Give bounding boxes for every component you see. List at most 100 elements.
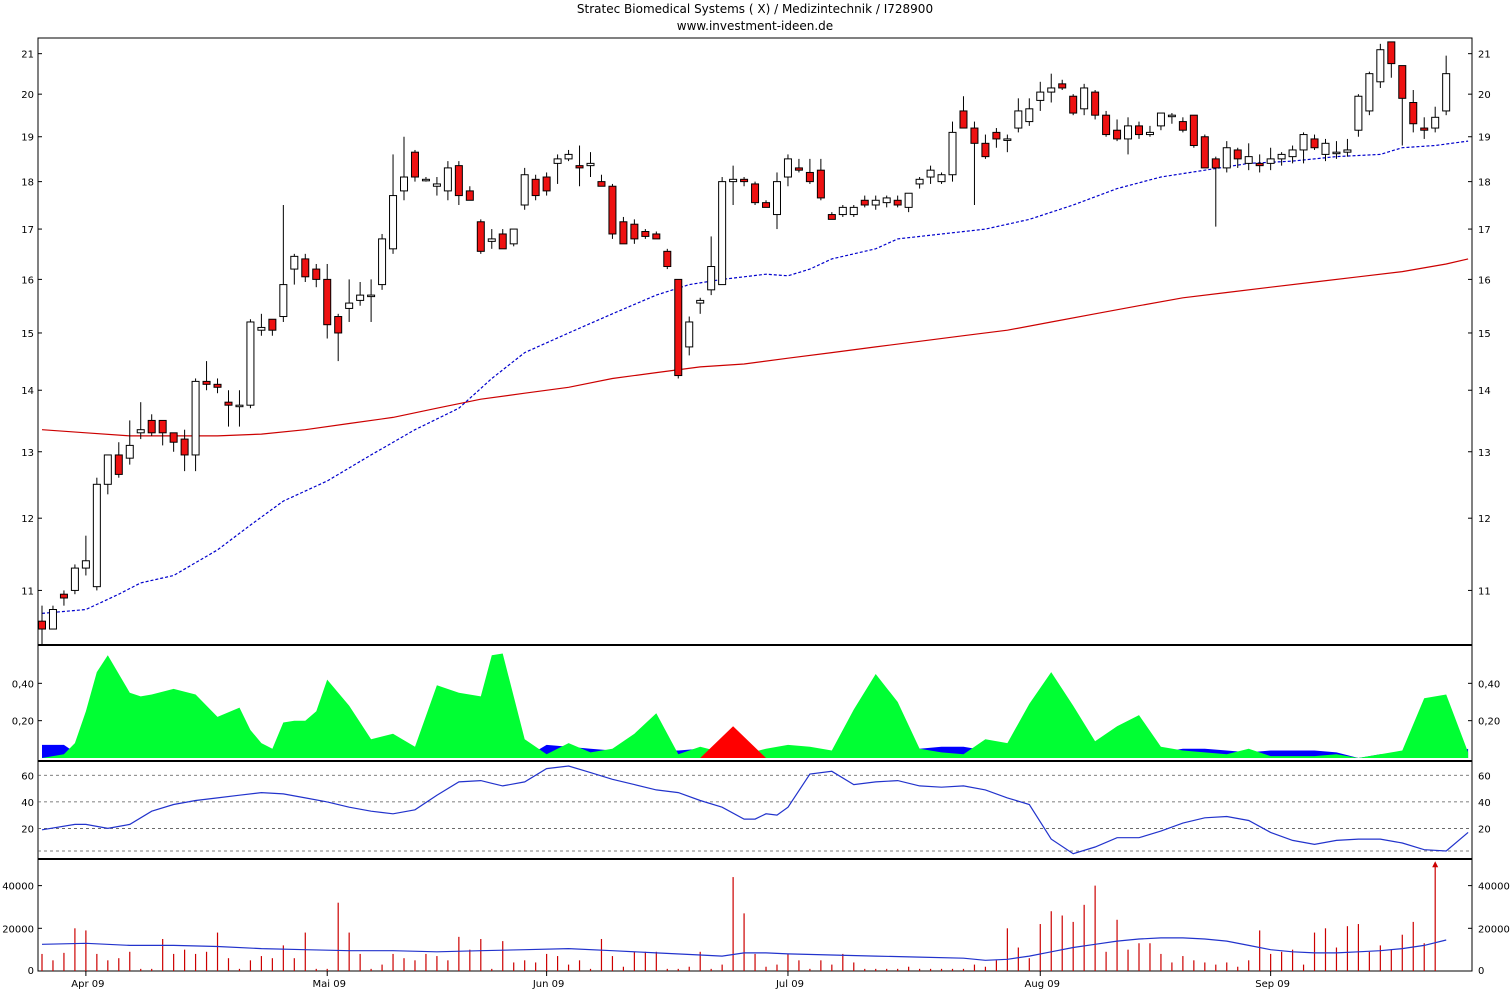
candle-body (597, 181, 606, 187)
candle-body (465, 190, 474, 201)
candle-body (158, 419, 167, 434)
price-tick-label-left: 18 (21, 178, 34, 189)
month-label: Jun 09 (532, 979, 565, 990)
candle-body (948, 131, 957, 176)
candle-body (1025, 108, 1034, 123)
price-tick-label-left: 21 (21, 50, 34, 61)
candle-body (301, 258, 310, 278)
candle-body (652, 233, 661, 240)
candle-body (1003, 138, 1012, 141)
candle-body (1113, 129, 1122, 140)
vol-tick-label-right: 20000 (1478, 924, 1510, 935)
gridlines (38, 774, 1472, 852)
chart-subtitle: www.investment-ideen.de (676, 19, 834, 33)
candle-body (1332, 151, 1341, 155)
candle-body (246, 321, 255, 406)
candle-body (663, 250, 672, 268)
candle-body (509, 228, 518, 245)
candle-body (202, 380, 211, 385)
candle-body (772, 181, 781, 216)
candle-body (1014, 110, 1023, 129)
candle-body (389, 195, 398, 250)
volume-average-line (41, 937, 1447, 961)
candle-body (257, 326, 266, 331)
candle-body (641, 231, 650, 237)
candle-body (1200, 136, 1209, 169)
candle-body (1442, 73, 1451, 112)
candle-body (586, 162, 595, 167)
candle-body (1091, 91, 1100, 116)
price-tick-label-right: 20 (1478, 90, 1491, 101)
candle-body (400, 176, 409, 192)
candle-body (323, 278, 332, 326)
osc-tick-label-left: 0,40 (12, 679, 34, 690)
candle-body (838, 206, 847, 216)
rsi-tick-label-right: 60 (1478, 771, 1491, 782)
candle-body (1299, 134, 1308, 151)
candle-body (1387, 41, 1396, 65)
candle-body (685, 321, 694, 348)
candle-body (147, 419, 156, 434)
candle-body (1266, 158, 1275, 164)
candle-body (751, 183, 760, 204)
candle-body (937, 174, 946, 183)
candle-body (1343, 149, 1352, 153)
candle-body (1167, 114, 1176, 118)
candle-body (915, 178, 924, 185)
candle-body (992, 131, 1001, 140)
candle-body (827, 214, 836, 220)
candle-body (608, 185, 617, 235)
candle-body (356, 294, 365, 301)
candle-body (553, 158, 562, 164)
candle-body (630, 223, 639, 240)
candle-body (718, 181, 727, 286)
candle-body (1145, 131, 1154, 136)
rsi-tick-label-left: 40 (21, 798, 34, 809)
ma-short-line (41, 140, 1469, 614)
candle-body (740, 178, 749, 183)
candle-body (707, 266, 716, 291)
candle-body (1277, 153, 1286, 160)
candle-body (926, 169, 935, 178)
price-tick-label-left: 12 (21, 514, 34, 525)
candle-body (849, 206, 858, 216)
price-tick-label-left: 15 (21, 329, 34, 340)
price-tick-label-right: 17 (1478, 225, 1491, 236)
price-tick-label-left: 19 (21, 133, 34, 144)
price-tick-label-right: 11 (1478, 586, 1491, 597)
candle-body (410, 151, 419, 178)
candle-body (125, 444, 134, 459)
candle-body (1135, 125, 1143, 136)
candle-body (1310, 138, 1319, 149)
rsi-line (41, 765, 1469, 855)
candle-body (81, 560, 90, 569)
candle-body (1047, 87, 1056, 93)
candle-body (1222, 147, 1231, 169)
price-tick-label-left: 17 (21, 225, 34, 236)
candle-body (1124, 125, 1133, 140)
candle-body (312, 268, 321, 280)
candle-body (191, 380, 200, 456)
candle-body (290, 255, 299, 270)
candle-body (959, 110, 968, 129)
price-tick-label-left: 16 (21, 275, 34, 286)
price-tick-label-right: 19 (1478, 133, 1491, 144)
candle-body (1069, 95, 1078, 114)
rsi-tick-label-left: 60 (21, 771, 34, 782)
candle-body (169, 432, 178, 443)
candle-body (1189, 114, 1198, 147)
price-tick-label-left: 20 (21, 90, 34, 101)
candle-body (59, 593, 68, 599)
candle-body (432, 183, 441, 187)
candle-body (92, 483, 101, 588)
vol-tick-label-left: 0 (28, 966, 34, 977)
candle-body (1365, 73, 1374, 112)
rsi-tick-label-right: 20 (1478, 824, 1491, 835)
oscillator-panel (42, 653, 1469, 758)
candle-body (970, 127, 979, 144)
candle-body (345, 302, 354, 309)
candle-body (564, 153, 573, 160)
candle-body (696, 299, 705, 304)
candle-body (114, 454, 123, 475)
